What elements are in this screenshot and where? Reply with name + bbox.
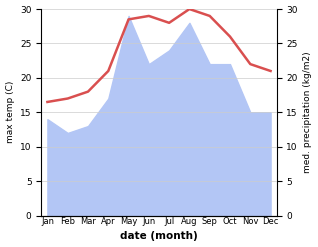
X-axis label: date (month): date (month) xyxy=(120,231,198,242)
Y-axis label: med. precipitation (kg/m2): med. precipitation (kg/m2) xyxy=(303,51,313,173)
Y-axis label: max temp (C): max temp (C) xyxy=(5,81,15,144)
